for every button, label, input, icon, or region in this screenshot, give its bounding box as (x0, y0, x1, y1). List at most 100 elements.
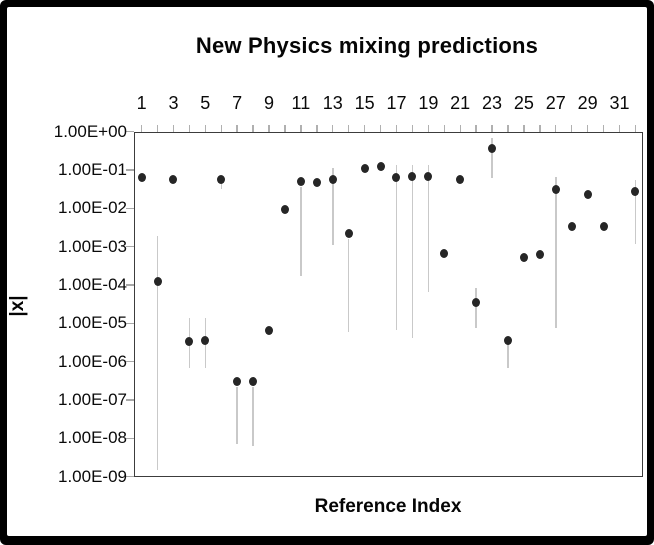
y-axis-tick (126, 475, 134, 478)
error-bar (236, 386, 238, 445)
error-bar (395, 165, 398, 330)
data-point (376, 161, 385, 171)
y-axis-tick (126, 245, 134, 248)
data-point (567, 222, 576, 232)
data-point (424, 172, 433, 182)
y-axis-tick-label: 1.00E-02 (58, 198, 127, 218)
x-axis-tick-label: 11 (291, 93, 311, 113)
data-point (137, 173, 146, 183)
data-point (233, 376, 242, 386)
x-axis-tick (268, 125, 270, 132)
x-axis-tick (156, 125, 159, 132)
x-axis-tick (475, 125, 477, 132)
x-axis-tick (586, 125, 589, 132)
x-axis-tick (443, 125, 445, 132)
y-axis-tick (126, 360, 134, 363)
error-bar (475, 288, 477, 328)
x-axis-tick (300, 125, 302, 132)
x-axis-tick (204, 125, 206, 132)
error-bar (252, 386, 254, 446)
x-axis-title: Reference Index (314, 496, 462, 517)
error-bar (220, 179, 222, 189)
x-axis-tick (347, 125, 350, 132)
data-point (631, 186, 640, 196)
x-axis-tick (571, 125, 573, 132)
x-axis-tick-label: 29 (577, 93, 598, 113)
y-axis-tick-label: 1.00E-01 (58, 160, 127, 180)
x-axis-tick (507, 125, 509, 132)
data-point (488, 144, 497, 154)
data-point (296, 177, 305, 187)
x-axis-tick-label: 19 (418, 93, 439, 113)
error-bar (300, 186, 302, 277)
error-bar (555, 176, 557, 328)
x-axis-tick-label: 15 (354, 93, 375, 113)
data-point (217, 175, 226, 185)
error-bar (156, 236, 159, 470)
data-point (328, 175, 337, 185)
data-point (185, 336, 194, 346)
data-point (440, 248, 449, 258)
y-axis-tick-label: 1.00E-07 (58, 390, 127, 409)
x-axis-tick (459, 125, 461, 132)
data-point (265, 326, 274, 336)
x-axis-tick (188, 125, 191, 132)
plot-area (133, 131, 643, 477)
x-axis-tick (172, 125, 175, 132)
data-point (551, 185, 560, 195)
x-axis-tick (220, 125, 222, 132)
x-axis-tick (252, 125, 254, 132)
y-axis-tick-label: 1.00E-05 (58, 313, 127, 333)
x-axis-tick-label: 5 (200, 93, 211, 113)
error-bar (507, 340, 509, 369)
data-point (583, 189, 592, 199)
data-point (344, 229, 353, 239)
error-bar (427, 165, 430, 292)
x-axis-tick (411, 125, 414, 132)
data-point (280, 205, 289, 215)
data-point (169, 175, 178, 185)
data-point (503, 336, 512, 346)
x-axis-tick (427, 125, 430, 132)
error-bar (634, 179, 637, 244)
y-axis-tick-label: 1.00E-04 (58, 275, 127, 295)
data-point (392, 172, 401, 182)
data-point (472, 297, 481, 307)
x-axis-tick (539, 125, 541, 132)
error-bar (332, 168, 334, 246)
error-bar (347, 238, 350, 332)
x-axis-tick-label: 9 (264, 93, 275, 113)
chart-title: New Physics mixing predictions (195, 33, 539, 58)
chart-canvas: New Physics mixing predictions |x| Refer… (7, 7, 647, 536)
x-axis-tick-label: 27 (545, 93, 566, 113)
y-axis-tick (126, 169, 134, 171)
x-axis-tick (523, 125, 525, 132)
x-axis-tick-label: 21 (450, 93, 471, 113)
x-axis-tick-label: 7 (232, 93, 243, 113)
x-axis-tick (140, 125, 143, 132)
y-axis-tick-label: 1.00E-08 (58, 428, 127, 448)
x-axis-tick (491, 125, 493, 132)
x-axis-tick (618, 125, 621, 132)
data-point (201, 336, 210, 346)
x-axis-tick (236, 125, 238, 132)
y-axis-tick-label: 1.00E-09 (58, 466, 127, 486)
x-axis-tick (555, 125, 557, 132)
x-axis-tick (634, 125, 637, 132)
error-bar (411, 165, 414, 339)
x-axis-tick (379, 125, 382, 132)
data-point (519, 253, 528, 263)
x-axis-tick (316, 125, 318, 132)
y-axis-title: |x| (7, 295, 28, 317)
x-axis-tick-label: 1 (136, 93, 147, 113)
y-axis-tick (126, 207, 134, 210)
data-point (249, 376, 258, 386)
x-axis-tick (363, 125, 366, 132)
data-point (153, 277, 162, 287)
y-axis-tick (126, 131, 134, 133)
x-axis-tick (284, 125, 286, 132)
data-point (360, 163, 369, 173)
data-point (408, 171, 417, 181)
x-axis-tick (602, 125, 605, 132)
data-point (312, 178, 321, 188)
